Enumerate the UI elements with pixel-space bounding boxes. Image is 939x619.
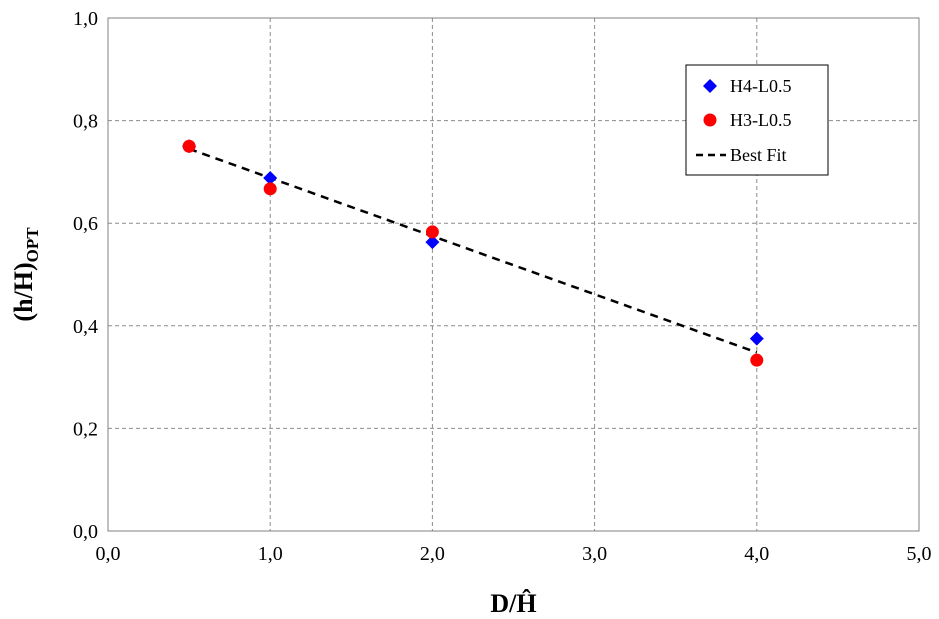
tick-labels: 0,0 1,0 2,0 3,0 4,0 5,0 0,0 0,2 0,4 0,6 0,8 1,0 <box>73 8 932 565</box>
y-tick-label: 1,0 <box>73 8 98 30</box>
legend: H4-L0.5 H3-L0.5 Best Fit <box>685 64 829 176</box>
plot-area-frame <box>107 17 920 532</box>
y-axis-title: (h/H)OPT <box>9 227 42 322</box>
circle-data-point <box>263 182 277 196</box>
x-tick-label: 4,0 <box>744 543 769 565</box>
circle-data-point <box>750 353 764 367</box>
y-tick-label: 0,4 <box>73 316 98 338</box>
data-points <box>182 139 764 367</box>
y-axis-title-subscript: OPT <box>23 227 42 263</box>
x-tick-label: 0,0 <box>96 543 121 565</box>
circle-data-point <box>425 225 439 239</box>
y-axis-title-main: (h/H) <box>9 262 38 321</box>
best-fit-layer <box>188 147 758 354</box>
y-tick-label: 0,8 <box>73 111 98 133</box>
y-tick-label: 0,6 <box>73 213 98 235</box>
legend-label: Best Fit <box>730 145 787 165</box>
x-tick-label: 5,0 <box>907 543 932 565</box>
x-axis-title: D/Ĥ <box>490 589 536 618</box>
legend-label: H4-L0.5 <box>730 76 792 96</box>
diamond-data-point <box>425 235 440 250</box>
x-tick-label: 3,0 <box>582 543 607 565</box>
x-tick-label: 2,0 <box>420 543 445 565</box>
x-tick-label: 1,0 <box>258 543 283 565</box>
legend-label: H3-L0.5 <box>730 110 792 130</box>
diamond-data-point <box>263 171 278 186</box>
circle-data-point <box>182 139 196 153</box>
best-fit-line <box>188 147 758 354</box>
circle-legend-marker <box>703 113 717 127</box>
diamond-legend-marker <box>703 79 717 93</box>
y-tick-label: 0,0 <box>73 521 98 543</box>
diamond-data-point <box>749 331 764 346</box>
y-tick-label: 0,2 <box>73 418 98 440</box>
